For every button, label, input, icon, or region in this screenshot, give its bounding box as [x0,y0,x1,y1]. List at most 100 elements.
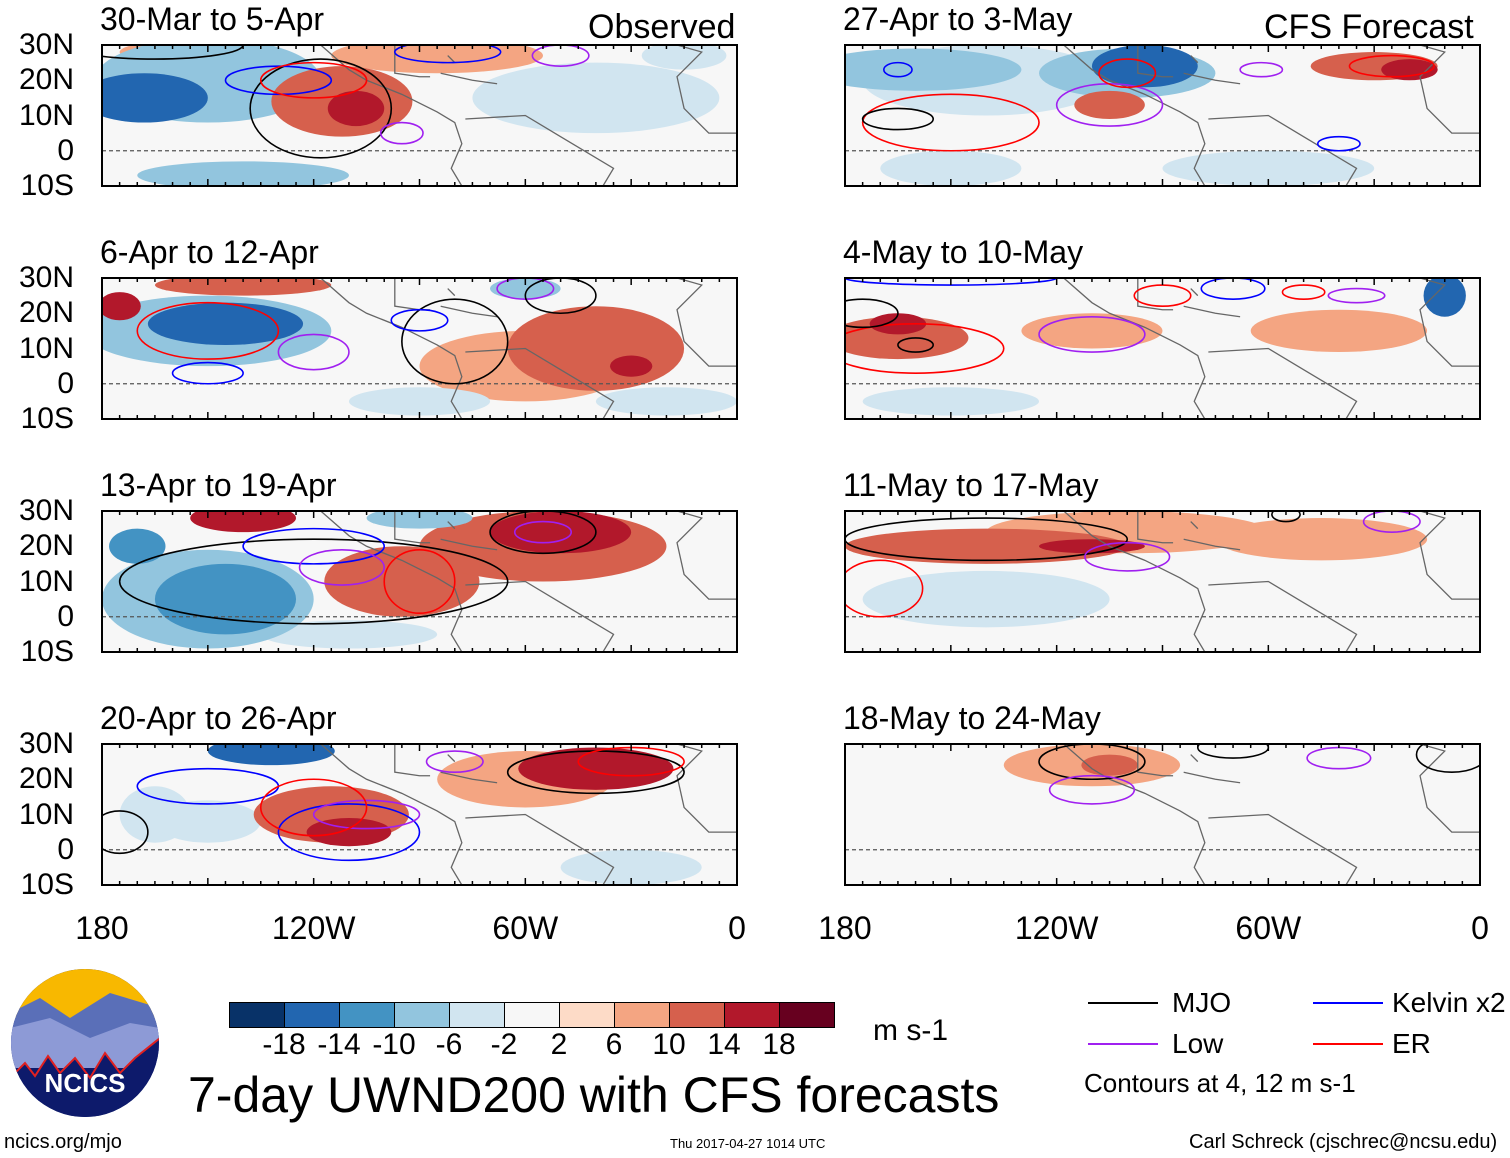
wind-anomaly-blob [862,387,1040,416]
coastline [1063,744,1480,885]
colorbar-label: -2 [490,1028,518,1061]
wind-anomaly-blob [154,800,261,843]
wind-anomaly-blob [154,278,332,296]
legend-label-mjo: MJO [1172,987,1232,1018]
colorbar-swatch [780,1003,834,1027]
wind-anomaly-blob [154,563,297,635]
mjo-contour [861,107,934,131]
lon-label: 0 [728,910,746,946]
blue-contour [277,803,421,862]
mjo-contour [102,810,149,855]
panel-title: 13-Apr to 19-Apr [100,467,337,503]
wind-anomaly-blob [1074,90,1145,120]
panel-title: 30-Mar to 5-Apr [100,1,325,37]
lat-label: 20N [18,529,74,563]
wind-anomaly-blob [348,387,491,416]
colorbar-label: -14 [317,1028,361,1061]
map-panel [844,277,1481,420]
coastline [320,45,737,186]
wind-anomaly-blob [595,387,737,416]
panel-title: 20-Apr to 26-Apr [100,700,337,736]
wind-anomaly-blob [1039,539,1145,554]
colorbar-swatch [560,1003,615,1027]
red-contour [845,559,924,618]
low-contour [1038,315,1146,353]
lat-label: 30N [18,727,74,760]
wind-anomaly-blob [490,278,561,300]
wind-anomaly-blob [1162,150,1375,186]
colorbar-swatch [615,1003,670,1027]
red-contour [383,548,456,615]
lon-label: 180 [75,910,129,946]
wind-anomaly-blob [327,90,385,127]
coastline [1063,278,1480,419]
colorbar-label: 6 [605,1028,623,1061]
low-contour [425,750,484,773]
mjo-contour [845,517,1128,562]
colorbar-swatch [230,1003,285,1027]
wind-anomaly-blob [472,62,720,134]
blue-contour [1200,278,1266,300]
footer-url[interactable]: ncics.org/mjo [4,1131,122,1153]
wind-anomaly-blob [102,292,141,321]
map-panel [101,743,738,886]
blue-contour [390,308,449,332]
low-contour [379,121,424,145]
lat-label: 10N [18,331,74,365]
wind-anomaly-blob [518,747,674,790]
red-contour [259,778,368,837]
lat-label: 30N [18,261,74,294]
wind-anomaly-blob [1381,59,1438,81]
lat-label: 10S [20,169,74,202]
low-contour [1362,511,1421,533]
coastline [320,278,737,419]
lat-label: 10N [18,797,74,831]
wind-anomaly-blob [845,786,1075,857]
contours-note: Contours at 4, 12 m s-1 [1084,1068,1356,1098]
low-contour [312,799,421,830]
wind-anomaly-blob [331,45,543,74]
wind-anomaly-blob [109,528,166,564]
lat-label: 0 [57,599,74,633]
colorbar-swatch [670,1003,725,1027]
wind-anomaly-blob [1021,313,1163,349]
red-contour [845,323,1005,374]
wind-anomaly-blob [1091,45,1198,88]
footer-author: Carl Schreck (cjschrec@ncsu.edu) [1189,1131,1498,1153]
colorbar-swatch [725,1003,780,1027]
colorbar-label: -10 [372,1028,416,1061]
mjo-contour [118,538,509,625]
colorbar-label: 14 [707,1028,741,1061]
low-contour [1239,61,1284,78]
legend-label-kelvin: Kelvin x2 [1392,987,1506,1018]
wind-anomaly-blob [306,818,392,847]
mjo-contour [1038,744,1146,781]
mjo-contour [524,278,597,315]
lon-label: 60W [1235,910,1302,946]
mjo-contour [897,337,934,353]
map-panel [101,277,738,420]
wind-anomaly-blob [1423,278,1466,317]
panel-title: 6-Apr to 12-Apr [100,234,319,270]
lat-label: 30N [18,494,74,527]
mjo-contour [489,511,597,555]
mjo-contour [1415,744,1480,773]
red-contour [259,61,368,99]
colorbar-units: m s-1 [873,1014,948,1047]
red-contour [1348,54,1435,78]
mjo-contour [401,298,509,385]
legend-line-mjo [1088,1002,1158,1004]
colorbar-swatch [505,1003,560,1027]
wind-anomaly-blob [641,45,727,70]
lat-label: 30N [18,28,74,61]
panel-title: 11-May to 17-May [843,467,1099,503]
colorbar [229,1002,835,1028]
legend-line-er [1313,1043,1383,1045]
coastline [1063,45,1480,186]
lon-label: 120W [271,910,356,946]
map-panel [101,510,738,653]
wind-anomaly-blob [1233,772,1445,857]
wind-anomaly-blob [490,511,632,554]
observed-label: Observed [588,8,736,46]
red-contour [861,93,1040,152]
